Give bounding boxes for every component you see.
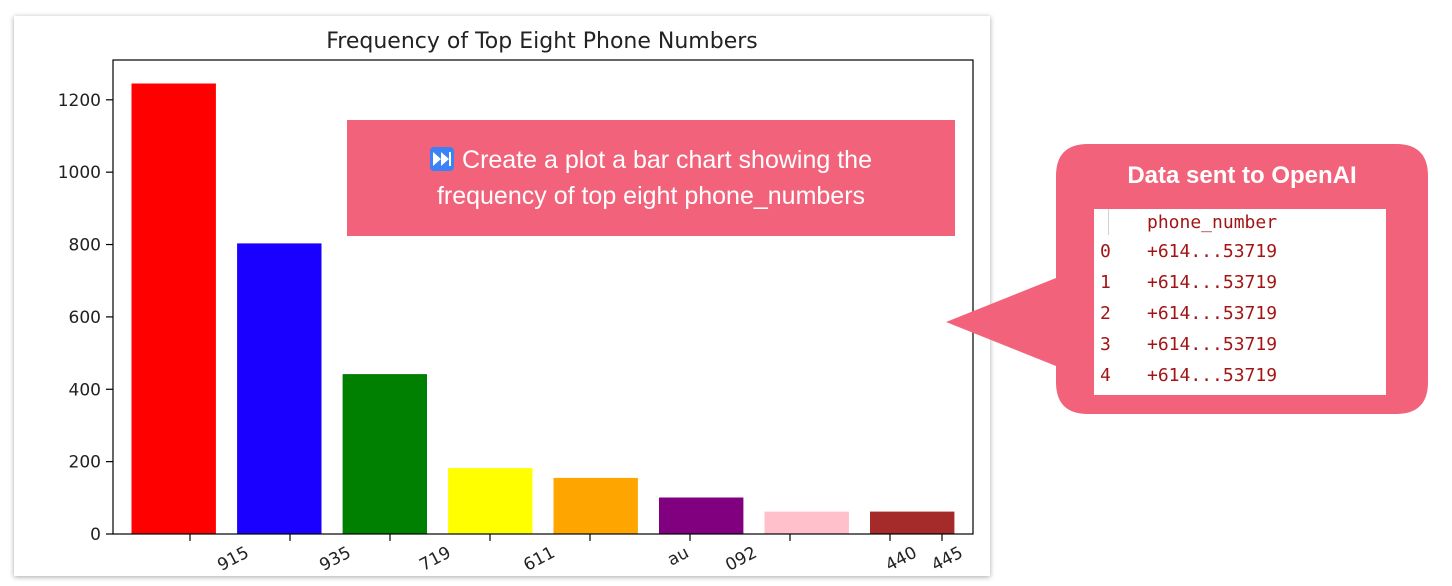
row-value: +614...53719 — [1147, 303, 1278, 324]
y-tick-label: 1200 — [58, 91, 101, 111]
bar — [342, 374, 427, 534]
x-tick-label: au — [664, 543, 692, 571]
table-row: 2 +614...53719 — [1100, 298, 1277, 329]
bar — [237, 243, 322, 534]
row-index: 0 — [1100, 241, 1111, 262]
table-divider — [1108, 209, 1109, 235]
row-value: +614...53719 — [1147, 272, 1278, 293]
row-index: 1 — [1100, 272, 1111, 293]
row-value: +614...53719 — [1147, 365, 1278, 386]
y-tick-label: 400 — [69, 380, 101, 400]
row-value: +614...53719 — [1147, 241, 1278, 262]
column-header: phone_number — [1147, 212, 1278, 233]
bar — [870, 511, 955, 534]
table-row: 1 +614...53719 — [1100, 267, 1277, 298]
bar — [553, 477, 638, 534]
table-row: 4 +614...53719 — [1100, 360, 1277, 391]
y-tick-label: 800 — [69, 236, 101, 256]
table-row: 3 +614...53719 — [1100, 329, 1277, 360]
bar-chart: Frequency of Top Eight Phone Numbers 0 20… — [58, 29, 974, 576]
chart-title: Frequency of Top Eight Phone Numbers — [326, 29, 757, 54]
x-tick-label: 445 — [928, 543, 966, 576]
dataframe-preview: phone_number 0 +614...53719 1 +614...53719… — [1094, 209, 1386, 395]
bar — [131, 83, 216, 534]
prompt-text-wrap: Create a plot a bar chart showing the fr… — [391, 142, 911, 214]
bar — [448, 468, 533, 534]
row-index: 2 — [1100, 303, 1111, 324]
prompt-banner: Create a plot a bar chart showing the fr… — [347, 120, 955, 236]
bar — [764, 511, 849, 534]
x-tick-label: 915 — [214, 543, 252, 576]
x-tick-label: 440 — [882, 543, 920, 576]
callout-title: Data sent to OpenAI — [1127, 162, 1357, 189]
x-tick-label: 092 — [722, 543, 760, 576]
y-tick-label: 200 — [69, 453, 101, 473]
row-value: +614...53719 — [1147, 334, 1278, 355]
y-tick-label: 0 — [90, 525, 101, 545]
row-index: 3 — [1100, 334, 1111, 355]
x-tick-label: 935 — [316, 543, 354, 576]
y-tick-label: 600 — [69, 308, 101, 328]
x-tick-label: 719 — [416, 543, 454, 576]
x-tick-label: 611 — [520, 543, 558, 576]
y-tick-label: 1000 — [58, 163, 101, 183]
table-row: 0 +614...53719 — [1100, 236, 1277, 267]
row-index: 4 — [1100, 365, 1111, 386]
chart-figure: Frequency of Top Eight Phone Numbers 0 20… — [14, 16, 990, 576]
prompt-text: Create a plot a bar chart showing the fr… — [436, 146, 872, 210]
bar — [659, 497, 744, 534]
fast-forward-icon — [430, 147, 455, 171]
